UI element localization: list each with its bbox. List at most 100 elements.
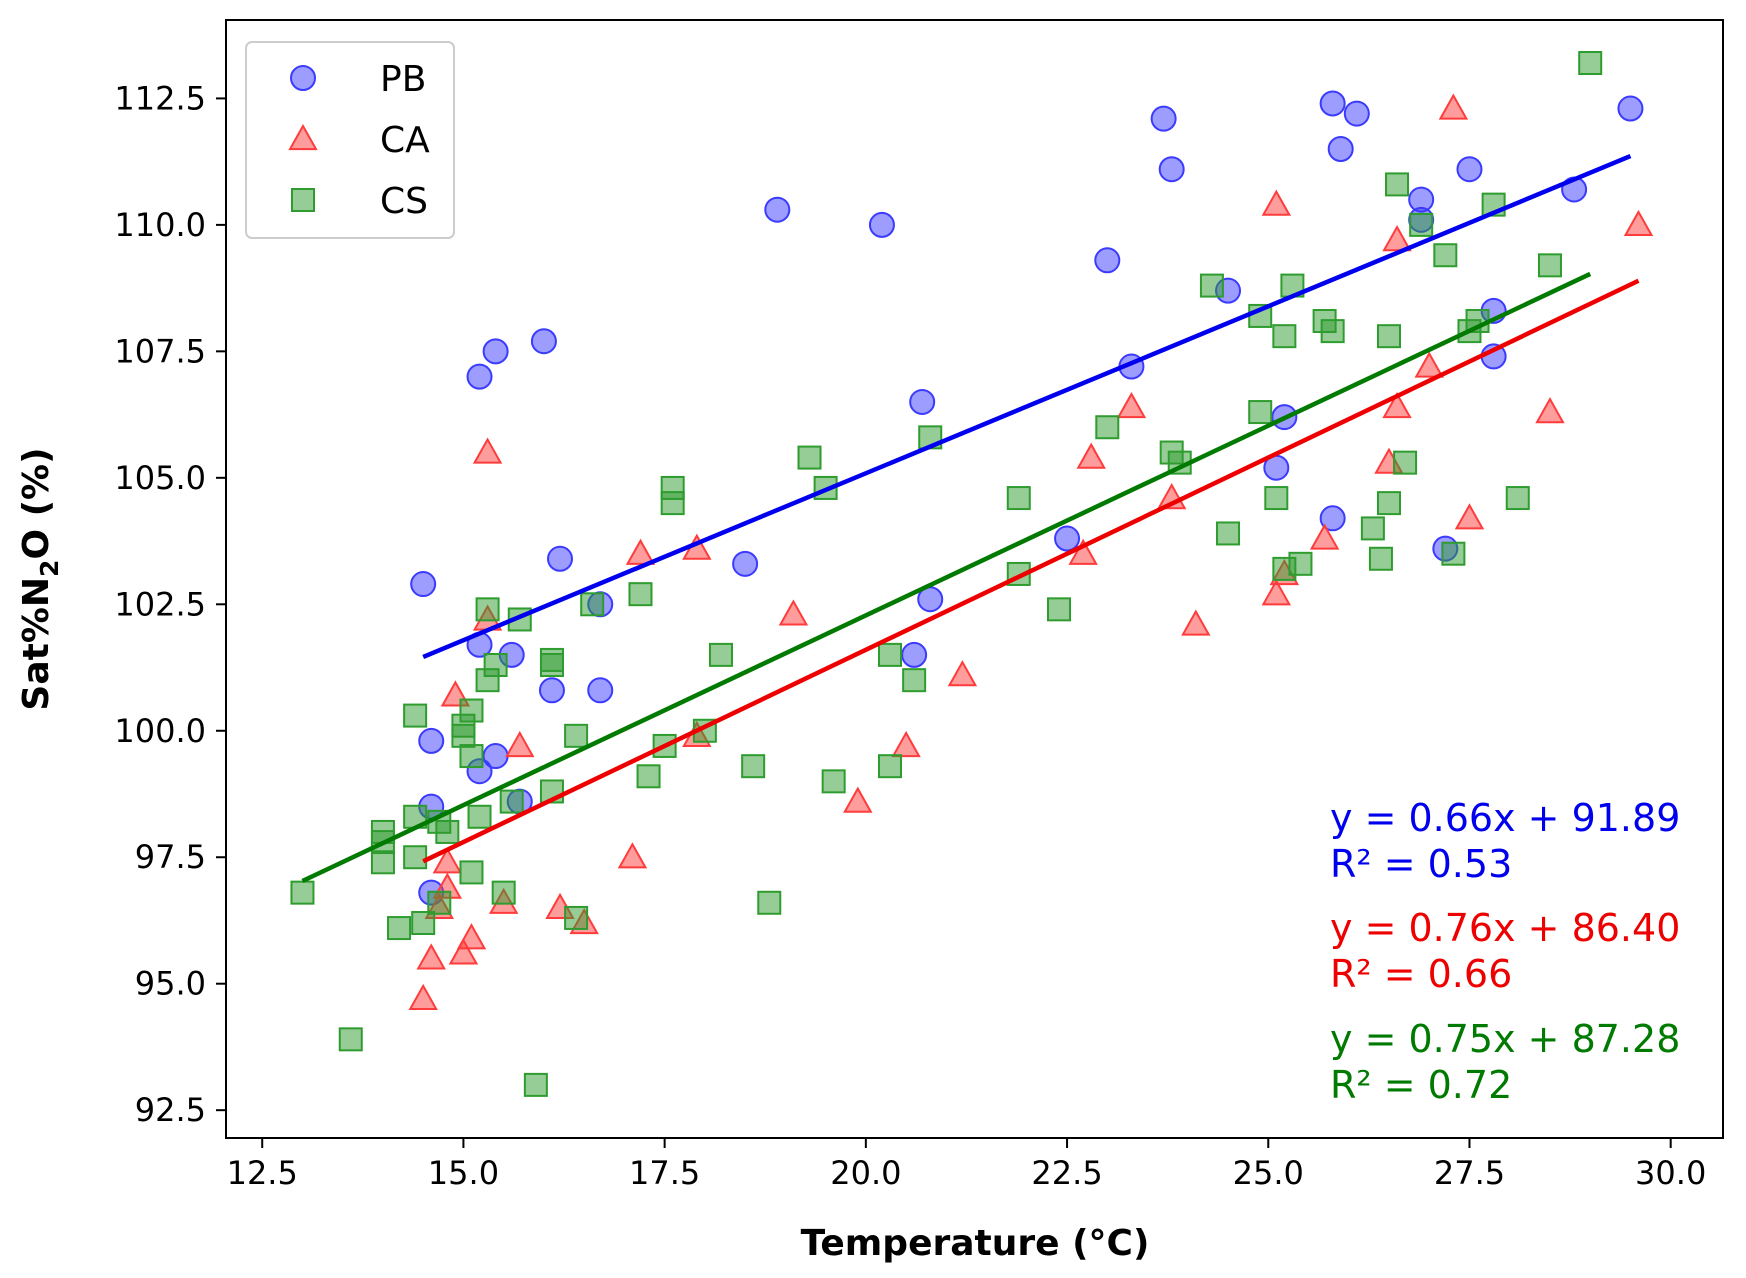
data-point-pb: [1094, 247, 1121, 274]
data-point-pb: [1054, 525, 1081, 552]
data-point-cs: [435, 819, 460, 844]
y-tick-label: 105.0: [114, 459, 206, 497]
data-point-cs: [1537, 253, 1562, 278]
data-point-cs: [1368, 546, 1393, 571]
data-point-cs: [741, 754, 766, 779]
data-point-pb: [547, 545, 574, 572]
data-point-cs: [1288, 551, 1313, 576]
data-point-ca: [408, 983, 438, 1011]
data-point-ca: [1181, 609, 1211, 636]
data-point-cs: [475, 597, 500, 622]
data-point-cs: [564, 723, 589, 748]
data-point-cs: [491, 880, 516, 905]
data-point-ca: [1382, 391, 1412, 419]
data-point-cs: [539, 653, 564, 677]
data-point-pb: [1319, 90, 1346, 117]
data-point-cs: [403, 703, 428, 728]
y-tick-label: 100.0: [114, 712, 206, 750]
data-point-ca: [617, 842, 648, 869]
data-point-cs: [1199, 273, 1224, 298]
data-point-cs: [1360, 516, 1385, 541]
legend-label-pb: PB: [380, 59, 426, 100]
legend-marker-pb: [290, 65, 316, 91]
x-axis: 12.5 15.0 17.5 20.0 22.5 25.0 27.5 30.0: [227, 1138, 1706, 1192]
data-point-pb: [1150, 105, 1177, 132]
data-markers: [290, 51, 1654, 1097]
x-tick-label: 17.5: [629, 1154, 700, 1192]
data-point-cs: [580, 592, 605, 617]
data-point-pb: [410, 571, 437, 598]
data-point-cs: [564, 905, 589, 930]
data-point-ca: [1309, 523, 1340, 550]
data-point-pb: [482, 743, 509, 770]
data-point-cs: [483, 653, 508, 677]
y-tick-label: 95.0: [135, 965, 206, 1003]
data-point-pb: [868, 211, 895, 238]
data-point-pb: [901, 641, 928, 668]
data-point-ca: [472, 437, 503, 464]
x-tick-label: 30.0: [1635, 1154, 1706, 1192]
data-point-cs: [411, 911, 436, 935]
data-point-ca: [1414, 351, 1444, 378]
data-point-cs: [660, 491, 685, 516]
fit-r2-pb: R² = 0.53: [1330, 842, 1512, 886]
data-point-cs: [338, 1027, 363, 1052]
x-tick-label: 25.0: [1233, 1154, 1304, 1192]
data-point-pb: [530, 328, 557, 355]
data-point-cs: [902, 668, 927, 693]
data-point-cs: [1376, 491, 1401, 516]
data-point-cs: [1505, 486, 1530, 511]
data-point-cs: [1433, 243, 1458, 268]
data-point-pb: [909, 388, 936, 415]
y-tick-label: 97.5: [135, 838, 206, 876]
fit-line-pb: [422, 154, 1632, 659]
data-point-cs: [1441, 541, 1466, 566]
data-point-cs: [1376, 324, 1401, 349]
data-point-cs: [1095, 415, 1120, 440]
data-point-ca: [1068, 538, 1098, 565]
data-point-ca: [625, 538, 656, 565]
data-point-cs: [821, 769, 846, 794]
data-point-ca: [505, 730, 535, 758]
data-point-pb: [1617, 95, 1644, 122]
x-tick-label: 27.5: [1434, 1154, 1505, 1192]
data-point-cs: [797, 445, 822, 470]
y-axis-label: Sat%N2O (%): [16, 447, 64, 710]
legend: PB CA CS: [245, 41, 455, 239]
x-axis-label: Temperature (°C): [801, 1223, 1150, 1264]
data-point-cs: [1006, 486, 1031, 511]
y-axis: 92.5 95.0 97.5 100.0 102.5 105.0 107.5 110.0 112…: [114, 79, 226, 1129]
data-point-ca: [843, 786, 873, 813]
data-point-pb: [764, 196, 791, 223]
fit-line-ca: [422, 278, 1640, 864]
data-point-ca: [448, 938, 479, 965]
y-tick-label: 92.5: [135, 1091, 206, 1129]
data-point-ca: [778, 599, 809, 626]
x-tick-label: 15.0: [428, 1154, 499, 1192]
data-point-pb: [418, 727, 445, 754]
y-tick-label: 110.0: [114, 206, 206, 244]
data-point-ca: [1623, 209, 1654, 237]
fit-r2-ca: R² = 0.66: [1330, 952, 1512, 996]
data-point-cs: [1047, 597, 1072, 622]
data-point-cs: [387, 916, 412, 941]
data-point-cs: [451, 723, 476, 748]
data-point-cs: [459, 744, 484, 769]
fit-equation-ca: y = 0.76x + 86.40: [1330, 906, 1680, 950]
data-point-cs: [1264, 486, 1289, 511]
data-point-cs: [1409, 212, 1434, 237]
data-point-pb: [538, 677, 565, 704]
y-tick-label: 112.5: [114, 79, 206, 117]
data-point-ca: [1535, 397, 1565, 424]
data-point-pb: [1327, 136, 1354, 162]
data-point-ca: [1261, 189, 1292, 216]
data-point-cs: [1248, 400, 1273, 425]
data-point-cs: [467, 804, 492, 829]
x-tick-label: 22.5: [1031, 1154, 1102, 1192]
data-point-cs: [1393, 450, 1418, 475]
data-point-ca: [432, 847, 463, 874]
legend-marker-cs: [291, 188, 315, 212]
data-point-cs: [708, 642, 733, 667]
